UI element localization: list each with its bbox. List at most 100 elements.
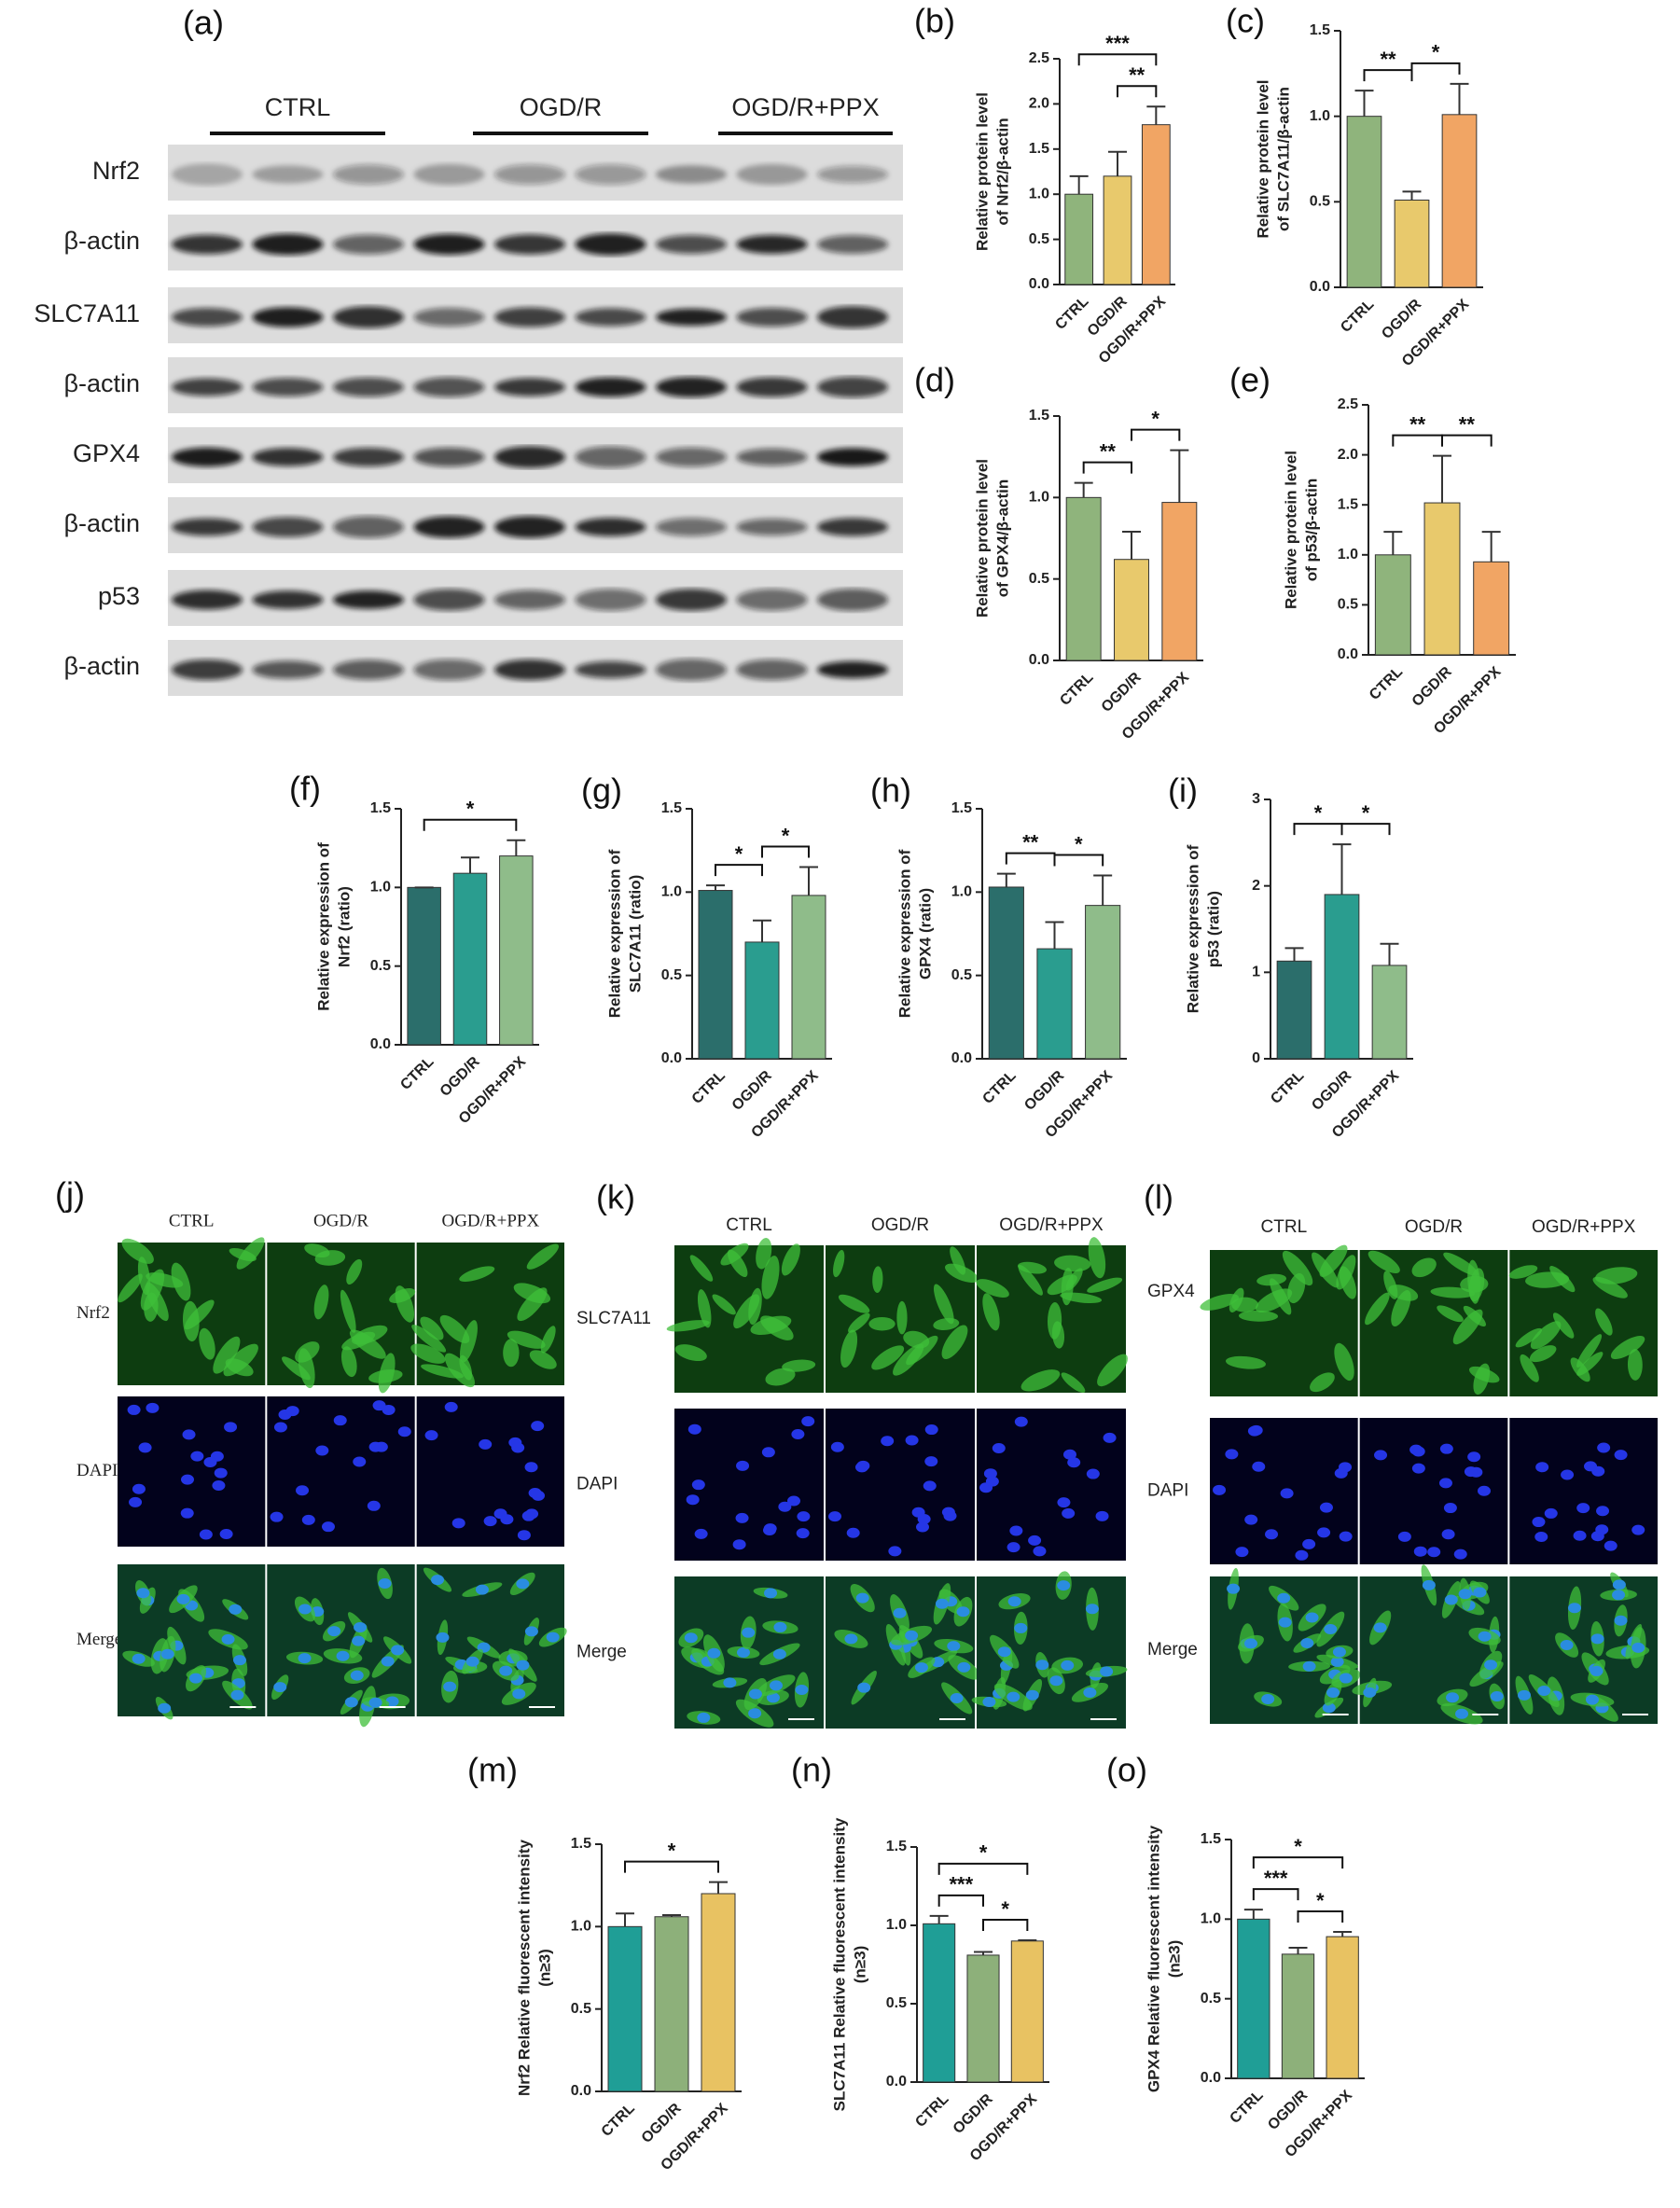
y-tick-label: 0.5 [1338,597,1358,613]
nucleus [947,1641,961,1652]
significance-bracket [937,1862,1029,1875]
significance-bracket [1252,1856,1344,1869]
y-tick-label: 0 [1252,1050,1260,1066]
y-axis-label: SLC7A11 (ratio) [626,875,644,993]
error-bar [616,1912,634,1927]
error-bar [1402,190,1422,201]
nucleus [763,1523,777,1534]
bar [1114,559,1149,661]
y-tick-label: 0.5 [951,967,972,983]
cell [1225,1355,1266,1369]
blot-band [494,234,565,255]
nucleus [914,1662,928,1673]
cell [213,1336,241,1374]
nucleus [924,1424,938,1436]
cell [1430,1286,1475,1298]
nucleus [353,1456,367,1467]
cell [411,1325,447,1353]
panel-label: (c) [1226,2,1265,40]
nucleus [203,1457,217,1468]
blot-bands [172,163,888,186]
cell [1595,1308,1613,1336]
row-label: DAPI [76,1461,118,1480]
cell [1017,1261,1048,1274]
blot-band [172,234,243,255]
blot-bands [172,589,888,611]
nucleus [1277,1592,1291,1604]
error-bar [1045,921,1064,950]
error-bar [1332,843,1352,895]
nucleus [1612,1590,1626,1601]
nucleus [1438,1478,1452,1489]
y-tick-label: 1.5 [951,800,972,816]
nucleus [424,1430,438,1441]
nucleus [475,1584,489,1595]
nucleus [992,1443,1006,1454]
significance-bracket [1297,1909,1344,1923]
x-tick-label: OGD/R [1379,296,1424,341]
nucleus [1014,1416,1028,1427]
micrograph-bg [977,1409,1126,1561]
panel-label: (d) [914,361,955,399]
significance-bracket [1363,69,1413,82]
error-bar [1354,90,1374,117]
y-axis-label: Relative expression of [896,849,913,1018]
bar [744,941,780,1060]
nucleus [444,1401,458,1412]
micrograph [674,1576,824,1729]
nucleus [1567,1603,1581,1614]
significance-bracket [423,818,518,831]
cell [1576,1352,1604,1376]
cell [1200,1294,1239,1311]
nucleus [1585,1694,1599,1705]
x-tick-label: CTRL [979,1068,1019,1107]
micrograph-bg [1509,1418,1658,1564]
significance-bracket [1082,461,1132,474]
y-tick-label: 0.0 [886,2074,907,2090]
y-axis-label: Relative expression of [314,842,332,1011]
y-tick-label: 2.5 [1029,50,1049,66]
blot-band [494,446,565,468]
nucleus [321,1521,335,1533]
y-tick-label: 2.5 [1338,396,1358,412]
blot-band [817,235,888,254]
blot-bands [172,376,888,398]
cell [1383,1271,1398,1299]
bar [923,1923,956,2083]
nucleus [188,1673,202,1684]
nucleus [881,1436,895,1447]
nucleus [1280,1488,1294,1499]
blot-bands [172,516,888,538]
y-tick-label: 1.5 [1029,408,1049,424]
nucleus [1537,1686,1551,1697]
cell [1592,1276,1628,1298]
y-tick-label: 0.0 [1338,646,1358,662]
cell [750,1315,792,1336]
cell [893,1343,924,1376]
bar [1394,200,1430,288]
x-tick-label: CTRL [1227,2088,1266,2127]
blot-band [252,590,324,609]
nucleus [1584,1461,1598,1472]
blot-band [252,378,324,396]
nucleus [911,1507,925,1518]
cell [1508,1265,1538,1279]
nucleus [1467,1451,1481,1463]
nucleus [367,1500,381,1511]
blot-row-label: SLC7A11 [34,299,140,327]
micrograph [971,1571,1128,1729]
y-axis-label: Relative protein level [973,459,991,618]
blot-band [736,307,808,327]
cell [982,1293,1000,1331]
nucleus [451,1518,465,1529]
nucleus [1100,1666,1114,1677]
y-tick-label: 0.5 [1029,231,1049,247]
nucleus [893,1607,907,1618]
bar [1473,561,1510,656]
nucleus [1590,1665,1604,1676]
y-tick-label: 1.0 [571,1919,591,1935]
nucleus [180,1474,194,1485]
nucleus [1363,1687,1377,1698]
nucleus [372,1400,386,1411]
nucleus [905,1630,919,1641]
